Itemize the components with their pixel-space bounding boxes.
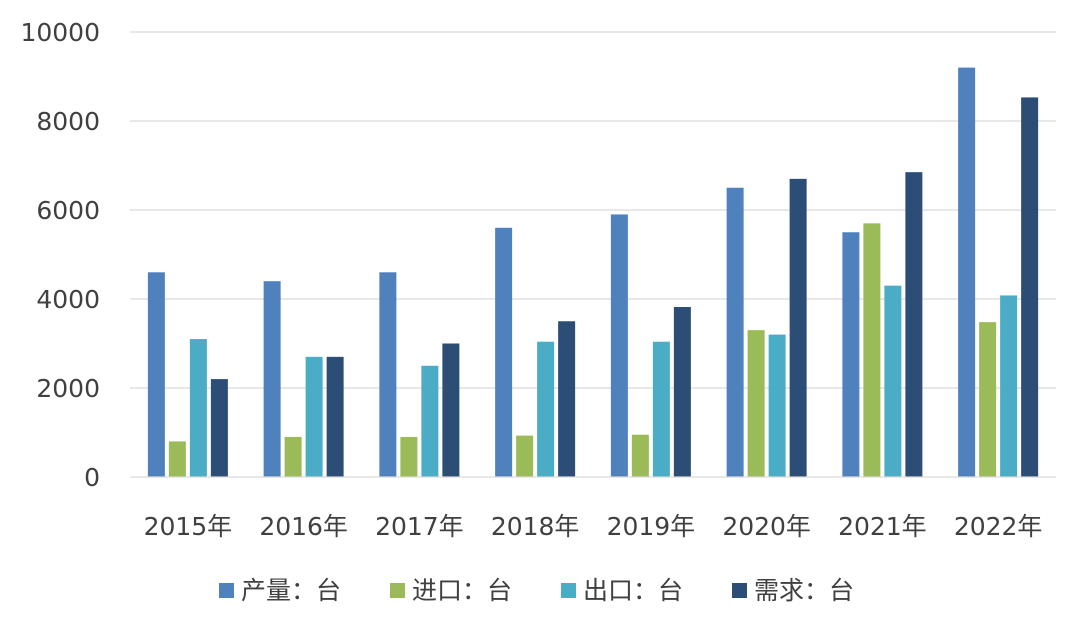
legend-label-1: 产量：台 xyxy=(241,576,341,605)
bar-4-1 xyxy=(210,379,228,477)
legend-label-3: 出口：台 xyxy=(583,576,683,605)
bar-2-4 xyxy=(516,435,534,477)
y-tick-label: 0 xyxy=(84,463,100,492)
bar-3-6 xyxy=(768,334,786,477)
bar-3-3 xyxy=(421,365,439,477)
bar-1-1 xyxy=(147,272,165,477)
bar-1-5 xyxy=(610,214,628,477)
bar-3-8 xyxy=(1000,295,1018,477)
bar-1-8 xyxy=(958,67,976,477)
bar-4-4 xyxy=(558,321,576,477)
bar-3-5 xyxy=(652,341,670,477)
x-tick-label: 2016年 xyxy=(259,512,348,541)
bar-2-6 xyxy=(747,330,765,477)
x-tick-label: 2018年 xyxy=(491,512,580,541)
bar-1-3 xyxy=(379,272,397,477)
bar-4-6 xyxy=(789,178,807,477)
bar-4-7 xyxy=(905,172,923,478)
bar-3-2 xyxy=(305,356,323,477)
bars xyxy=(147,67,1039,478)
x-tick-label: 2017年 xyxy=(375,512,464,541)
bar-4-2 xyxy=(326,356,344,477)
bar-1-4 xyxy=(495,227,513,477)
bar-2-8 xyxy=(979,322,997,477)
bar-4-3 xyxy=(442,343,460,477)
y-tick-label: 8000 xyxy=(36,107,100,136)
legend-label-2: 进口：台 xyxy=(412,576,512,605)
x-tick-label: 2019年 xyxy=(607,512,696,541)
y-tick-label: 2000 xyxy=(36,374,100,403)
bar-3-1 xyxy=(189,339,207,477)
legend-swatch-2 xyxy=(390,583,405,598)
bar-4-5 xyxy=(673,307,691,477)
legend-swatch-1 xyxy=(219,583,234,598)
legend-swatch-4 xyxy=(732,583,747,598)
legend-swatch-3 xyxy=(561,583,576,598)
bar-1-7 xyxy=(842,232,860,477)
x-tick-label: 2020年 xyxy=(722,512,811,541)
x-axis-tick-labels: 2015年 2016年 2017年 2018年 2019年 2020年 2021年 2022年 xyxy=(144,512,1043,541)
x-tick-label: 2015年 xyxy=(144,512,233,541)
bar-4-8 xyxy=(1021,97,1039,477)
bar-1-6 xyxy=(726,187,744,477)
legend: 产量：台 进口：台 出口：台 需求：台 xyxy=(219,576,854,605)
legend-label-4: 需求：台 xyxy=(754,576,854,605)
bar-2-1 xyxy=(168,441,186,477)
bar-3-7 xyxy=(884,285,902,477)
bar-2-2 xyxy=(284,436,302,477)
y-axis-tick-labels: 0 2000 4000 6000 8000 10000 xyxy=(20,18,100,492)
y-tick-label: 10000 xyxy=(20,18,100,47)
bar-3-4 xyxy=(537,341,555,477)
x-tick-label: 2022年 xyxy=(954,512,1043,541)
bar-1-2 xyxy=(263,281,281,477)
y-tick-label: 6000 xyxy=(36,196,100,225)
x-tick-label: 2021年 xyxy=(838,512,927,541)
y-tick-label: 4000 xyxy=(36,285,100,314)
gridlines xyxy=(130,31,1056,389)
bar-2-7 xyxy=(863,223,881,477)
bar-2-5 xyxy=(631,434,649,477)
bar-2-3 xyxy=(400,436,418,477)
